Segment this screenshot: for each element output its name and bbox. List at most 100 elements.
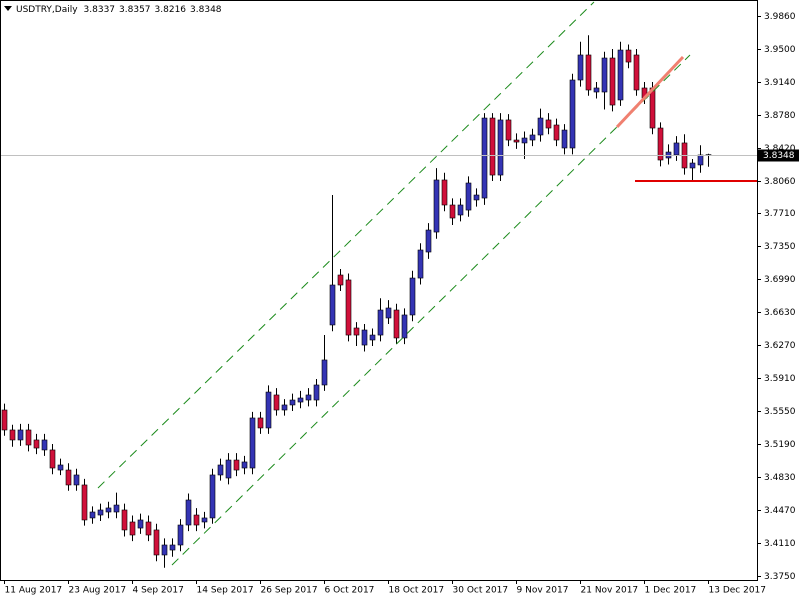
candle-body <box>113 504 120 513</box>
y-tick-label: 3.5190 <box>764 440 796 450</box>
candle-body <box>505 119 512 141</box>
header-high: 3.8357 <box>119 5 151 15</box>
candle-body <box>545 119 552 129</box>
y-tick-label: 3.4110 <box>764 539 796 549</box>
candle-body <box>25 429 32 446</box>
candle-body <box>161 544 168 556</box>
candle-body <box>625 49 632 63</box>
candle-body <box>689 162 696 169</box>
candle-body <box>1 409 8 431</box>
candle-body <box>537 117 544 136</box>
candle-body <box>121 509 128 531</box>
candle-body <box>305 394 312 401</box>
candle-body <box>321 359 328 386</box>
candle-body <box>249 417 256 469</box>
candle-body <box>297 397 304 403</box>
candle-body <box>97 509 104 516</box>
candle-body <box>345 279 352 336</box>
channel-lower <box>171 54 691 566</box>
candle-body <box>177 524 184 546</box>
x-tick-label: 11 Aug 2017 <box>5 586 63 596</box>
candle-body <box>169 544 176 551</box>
y-tick-label: 3.5550 <box>764 407 796 417</box>
candle-body <box>401 314 408 339</box>
candle-body <box>697 154 704 166</box>
y-tick-label: 3.5910 <box>764 374 796 384</box>
y-tick-label: 3.8420 <box>764 144 796 154</box>
candle-body <box>561 129 568 149</box>
candle-body <box>201 517 208 523</box>
candle-body <box>265 391 272 429</box>
candle-body <box>609 57 616 106</box>
candle-body <box>417 249 424 279</box>
candle-body <box>217 464 224 476</box>
candle-body <box>585 54 592 91</box>
x-tick-label: 6 Oct 2017 <box>325 586 375 596</box>
candle-body <box>489 117 496 176</box>
chart-title: USDTRY,Daily <box>16 5 78 15</box>
channel-upper <box>97 1 595 489</box>
candle-body <box>17 429 24 441</box>
candle-body <box>601 57 608 93</box>
candle-body <box>225 459 232 479</box>
y-tick-label: 3.9140 <box>764 78 796 88</box>
y-tick-label: 3.6630 <box>764 308 796 318</box>
y-tick-label: 3.9860 <box>764 12 796 22</box>
candle-body <box>273 394 280 411</box>
candle-body <box>353 327 360 336</box>
header-open: 3.8337 <box>84 5 116 15</box>
chart-header: USDTRY,Daily 3.8337 3.8357 3.8216 3.8348 <box>16 5 222 15</box>
candle-body <box>41 439 48 451</box>
x-tick-label: 23 Aug 2017 <box>69 586 127 596</box>
x-tick-label: 21 Nov 2017 <box>581 586 639 596</box>
candle-body <box>497 119 504 176</box>
price-label: 3.8348 <box>763 151 795 161</box>
candle-body <box>193 514 200 526</box>
candle-body <box>673 142 680 156</box>
x-tick-label: 14 Sep 2017 <box>197 586 254 596</box>
candle-body <box>49 449 56 469</box>
candle-body <box>313 384 320 401</box>
candle-body <box>473 194 480 201</box>
candle-body <box>529 134 536 141</box>
y-tick-label: 3.7710 <box>764 209 796 219</box>
candle-body <box>257 417 264 429</box>
menu-icon <box>4 6 12 11</box>
candle-body <box>33 439 40 449</box>
candle-body <box>289 399 296 406</box>
candle-body <box>433 179 440 233</box>
candle-body <box>553 124 560 141</box>
candle-body <box>281 404 288 411</box>
candle-body <box>89 511 96 519</box>
candle-body <box>617 49 624 101</box>
candle-body <box>9 429 16 441</box>
x-tick-label: 13 Dec 2017 <box>709 586 767 596</box>
candle-body <box>457 204 464 216</box>
candle-body <box>649 87 656 129</box>
plot <box>0 35 757 568</box>
candle-body <box>577 54 584 81</box>
candle-body <box>129 521 136 536</box>
candle-body <box>409 277 416 316</box>
y-tick-label: 3.8060 <box>764 177 796 187</box>
x-tick-label: 18 Oct 2017 <box>389 586 445 596</box>
candle-body <box>593 87 600 93</box>
candle-body <box>137 519 144 529</box>
candle-body <box>241 461 248 469</box>
candle-body <box>377 309 384 336</box>
candle-body <box>185 499 192 526</box>
candle-body <box>657 127 664 161</box>
candle-body <box>449 204 456 219</box>
candle-body <box>441 179 448 206</box>
y-tick-label: 3.4830 <box>764 473 796 483</box>
candle-body <box>105 507 112 513</box>
x-tick-label: 9 Nov 2017 <box>517 586 569 596</box>
header-low: 3.8216 <box>155 5 187 15</box>
candle-body <box>393 309 400 339</box>
y-tick-label: 3.9500 <box>764 45 796 55</box>
candle-body <box>481 117 488 199</box>
x-tick-label: 4 Sep 2017 <box>133 586 184 596</box>
candle-body <box>633 54 640 91</box>
